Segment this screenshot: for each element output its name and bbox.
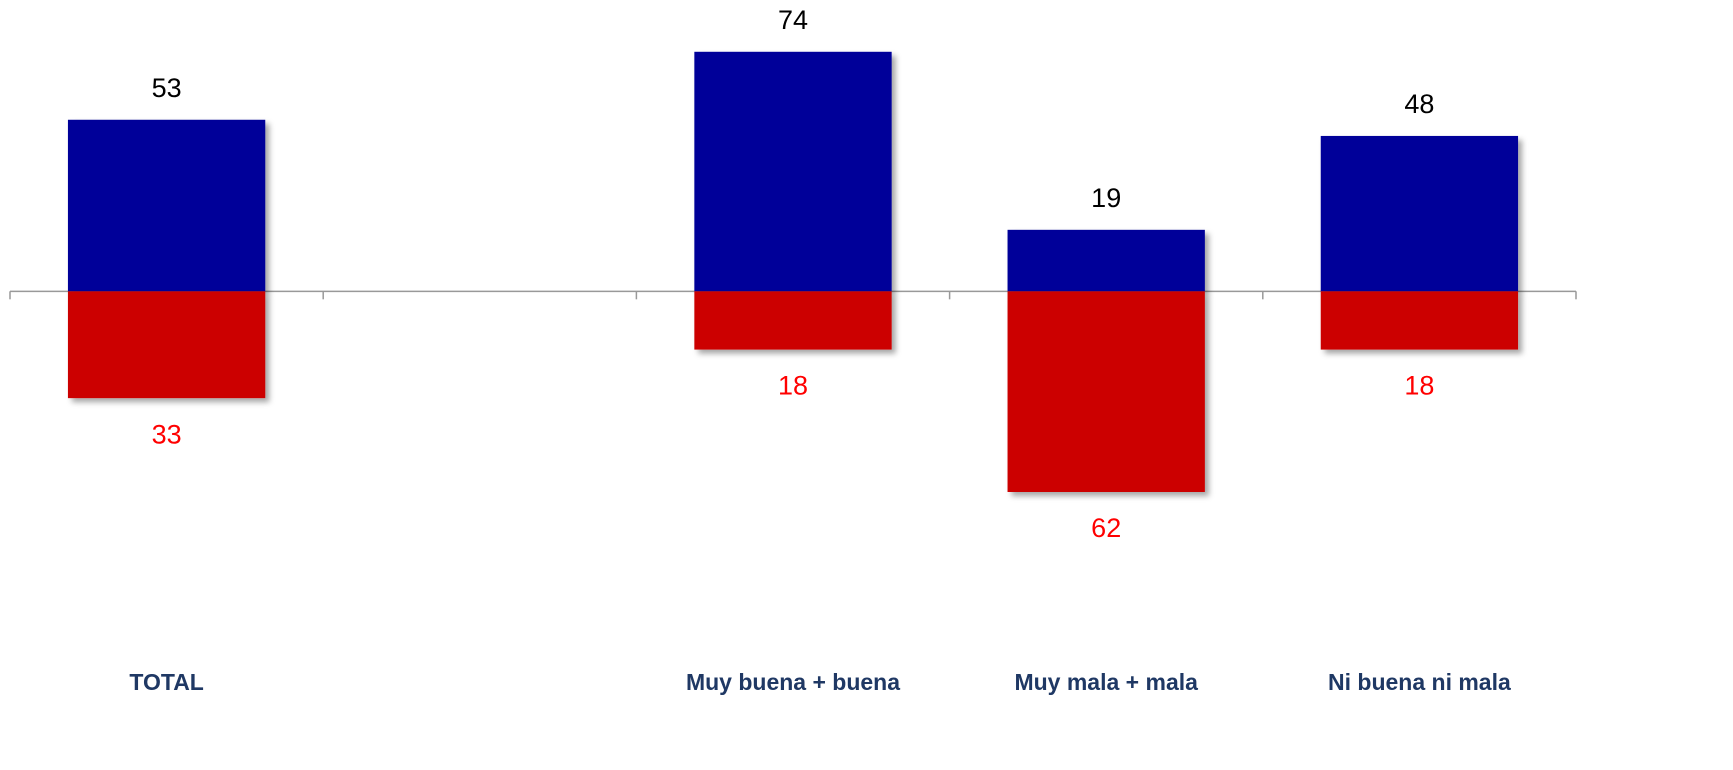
data-label: 18 (1404, 371, 1434, 401)
bar (67, 119, 266, 292)
data-label: 48 (1404, 89, 1434, 119)
bar (1320, 135, 1519, 292)
data-label: 19 (1091, 183, 1121, 213)
x-tick-label: Muy buena + buena (686, 669, 900, 695)
x-tick-label: Ni buena ni mala (1328, 669, 1511, 695)
data-label: 33 (152, 419, 182, 449)
data-label: 62 (1091, 513, 1121, 543)
bar (694, 291, 892, 350)
x-tick-label: Muy mala + mala (1014, 669, 1198, 695)
bar (694, 51, 892, 292)
data-label: 74 (778, 5, 808, 35)
bar (67, 291, 266, 399)
data-label: 53 (152, 73, 182, 103)
data-label: 18 (778, 371, 808, 401)
bar (1007, 229, 1205, 292)
x-tick-label: TOTAL (129, 669, 204, 695)
bar (1007, 291, 1205, 492)
bar (1320, 291, 1519, 350)
